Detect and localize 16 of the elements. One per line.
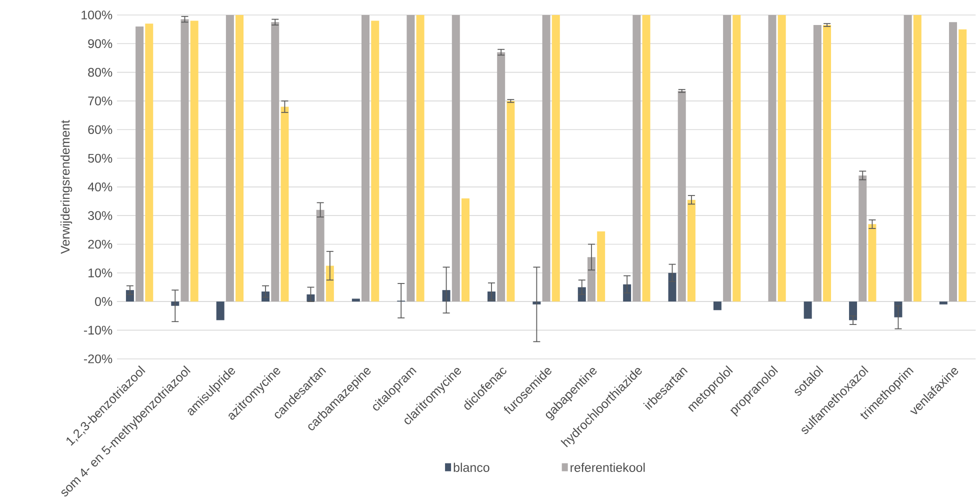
y-tick-label: -20%: [84, 354, 112, 364]
legend-label: blanco: [454, 462, 490, 472]
legend-label: referentiekool: [570, 462, 645, 472]
y-tick-label: 40%: [88, 182, 112, 192]
y-tick-label: 50%: [88, 154, 112, 163]
y-tick-label: -10%: [84, 326, 112, 335]
y-tick-label: 30%: [88, 211, 112, 220]
y-tick-label: 90%: [88, 39, 112, 48]
y-tick-label: 10%: [88, 268, 112, 278]
y-tick-label: 70%: [88, 96, 112, 106]
y-tick-label: 80%: [88, 68, 112, 77]
y-tick-label: 60%: [88, 125, 112, 134]
y-axis-title: Verwijderingsrendement: [60, 120, 72, 254]
y-tick-label: 0%: [95, 297, 112, 306]
y-tick-label: 20%: [88, 240, 112, 249]
y-tick-label: 100%: [82, 10, 112, 20]
